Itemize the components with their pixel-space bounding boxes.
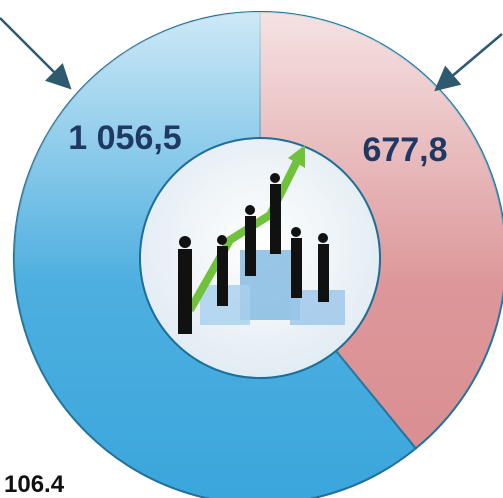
arrow <box>438 34 502 88</box>
value-label: 677,8 <box>362 131 447 169</box>
value-label: 1 056,5 <box>68 119 181 157</box>
chart: 1 056,5 677,8 106.4 <box>0 0 503 498</box>
annotation: 106.4 <box>4 471 65 498</box>
arrow <box>0 18 68 86</box>
